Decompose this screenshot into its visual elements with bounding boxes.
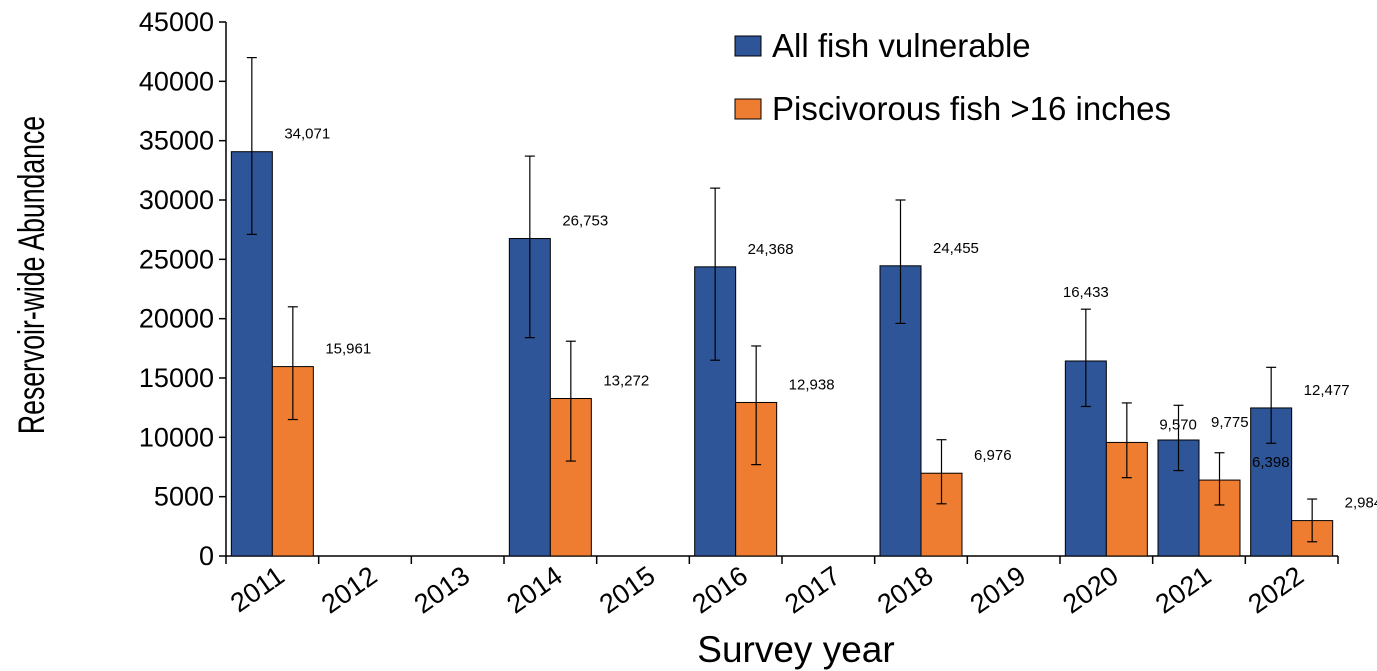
- y-tick-label: 15000: [139, 363, 214, 393]
- x-tick-label: 2011: [225, 560, 290, 618]
- x-axis: 2011 2012 2013 2014 2015 2016 2017 2018 2019 2020…: [225, 555, 1339, 619]
- data-labels: 34,071 26,753 24,368 24,455 16,433 9,775 12,47…: [284, 126, 1377, 512]
- data-label-all-fish: 16,433: [1063, 284, 1109, 301]
- y-tick-label: 0: [199, 541, 214, 571]
- x-tick-label: 2012: [316, 560, 382, 619]
- data-label-all-fish: 24,368: [748, 241, 794, 258]
- data-label-piscivorous: 6,398: [1252, 454, 1290, 471]
- legend-swatch-piscivorous: [734, 98, 762, 120]
- y-tick-label: 20000: [139, 304, 214, 334]
- y-tick-label: 5000: [154, 482, 214, 512]
- x-tick-label: 2017: [779, 560, 845, 619]
- x-tick-label: 2019: [965, 560, 1031, 619]
- x-tick-label: 2015: [594, 560, 660, 619]
- x-tick-label: 2018: [872, 560, 938, 619]
- data-label-piscivorous: 9,570: [1159, 416, 1197, 433]
- y-tick-label: 45000: [139, 7, 214, 37]
- y-tick-label: 40000: [139, 66, 214, 96]
- y-tick-label: 35000: [139, 126, 214, 156]
- x-axis-title: Survey year: [697, 629, 894, 670]
- data-label-piscivorous: 15,961: [325, 341, 371, 358]
- bars: [230, 56, 1334, 557]
- legend-label-piscivorous: Piscivorous fish >16 inches: [772, 90, 1171, 127]
- y-tick-label: 10000: [139, 422, 214, 452]
- data-label-all-fish: 26,753: [562, 213, 608, 230]
- x-tick-label: 2014: [501, 560, 567, 619]
- data-label-all-fish: 24,455: [933, 240, 979, 257]
- x-tick-label: 2021: [1150, 560, 1216, 619]
- legend: All fish vulnerable Piscivorous fish >16…: [734, 27, 1171, 127]
- data-label-piscivorous: 6,976: [974, 447, 1012, 464]
- x-tick-label: 2022: [1243, 560, 1309, 619]
- y-tick-label: 30000: [139, 185, 214, 215]
- x-tick-label: 2016: [687, 560, 753, 619]
- data-label-piscivorous: 12,938: [789, 376, 835, 393]
- y-axis-title: Reservoir-wide Abundance: [11, 116, 52, 434]
- data-label-all-fish: 34,071: [284, 126, 330, 143]
- data-label-piscivorous: 2,984: [1345, 495, 1377, 512]
- legend-swatch-all-fish: [734, 35, 762, 57]
- y-axis: 0 5000 10000 15000 20000 25000 30000 35000 40000…: [139, 7, 227, 571]
- x-tick-label: 2013: [409, 560, 475, 619]
- data-label-all-fish: 9,775: [1211, 414, 1249, 431]
- x-tick-label: 2020: [1057, 560, 1123, 619]
- data-label-all-fish: 12,477: [1304, 382, 1350, 399]
- data-label-piscivorous: 13,272: [603, 373, 649, 390]
- legend-label-all-fish: All fish vulnerable: [772, 27, 1031, 64]
- y-tick-label: 25000: [139, 244, 214, 274]
